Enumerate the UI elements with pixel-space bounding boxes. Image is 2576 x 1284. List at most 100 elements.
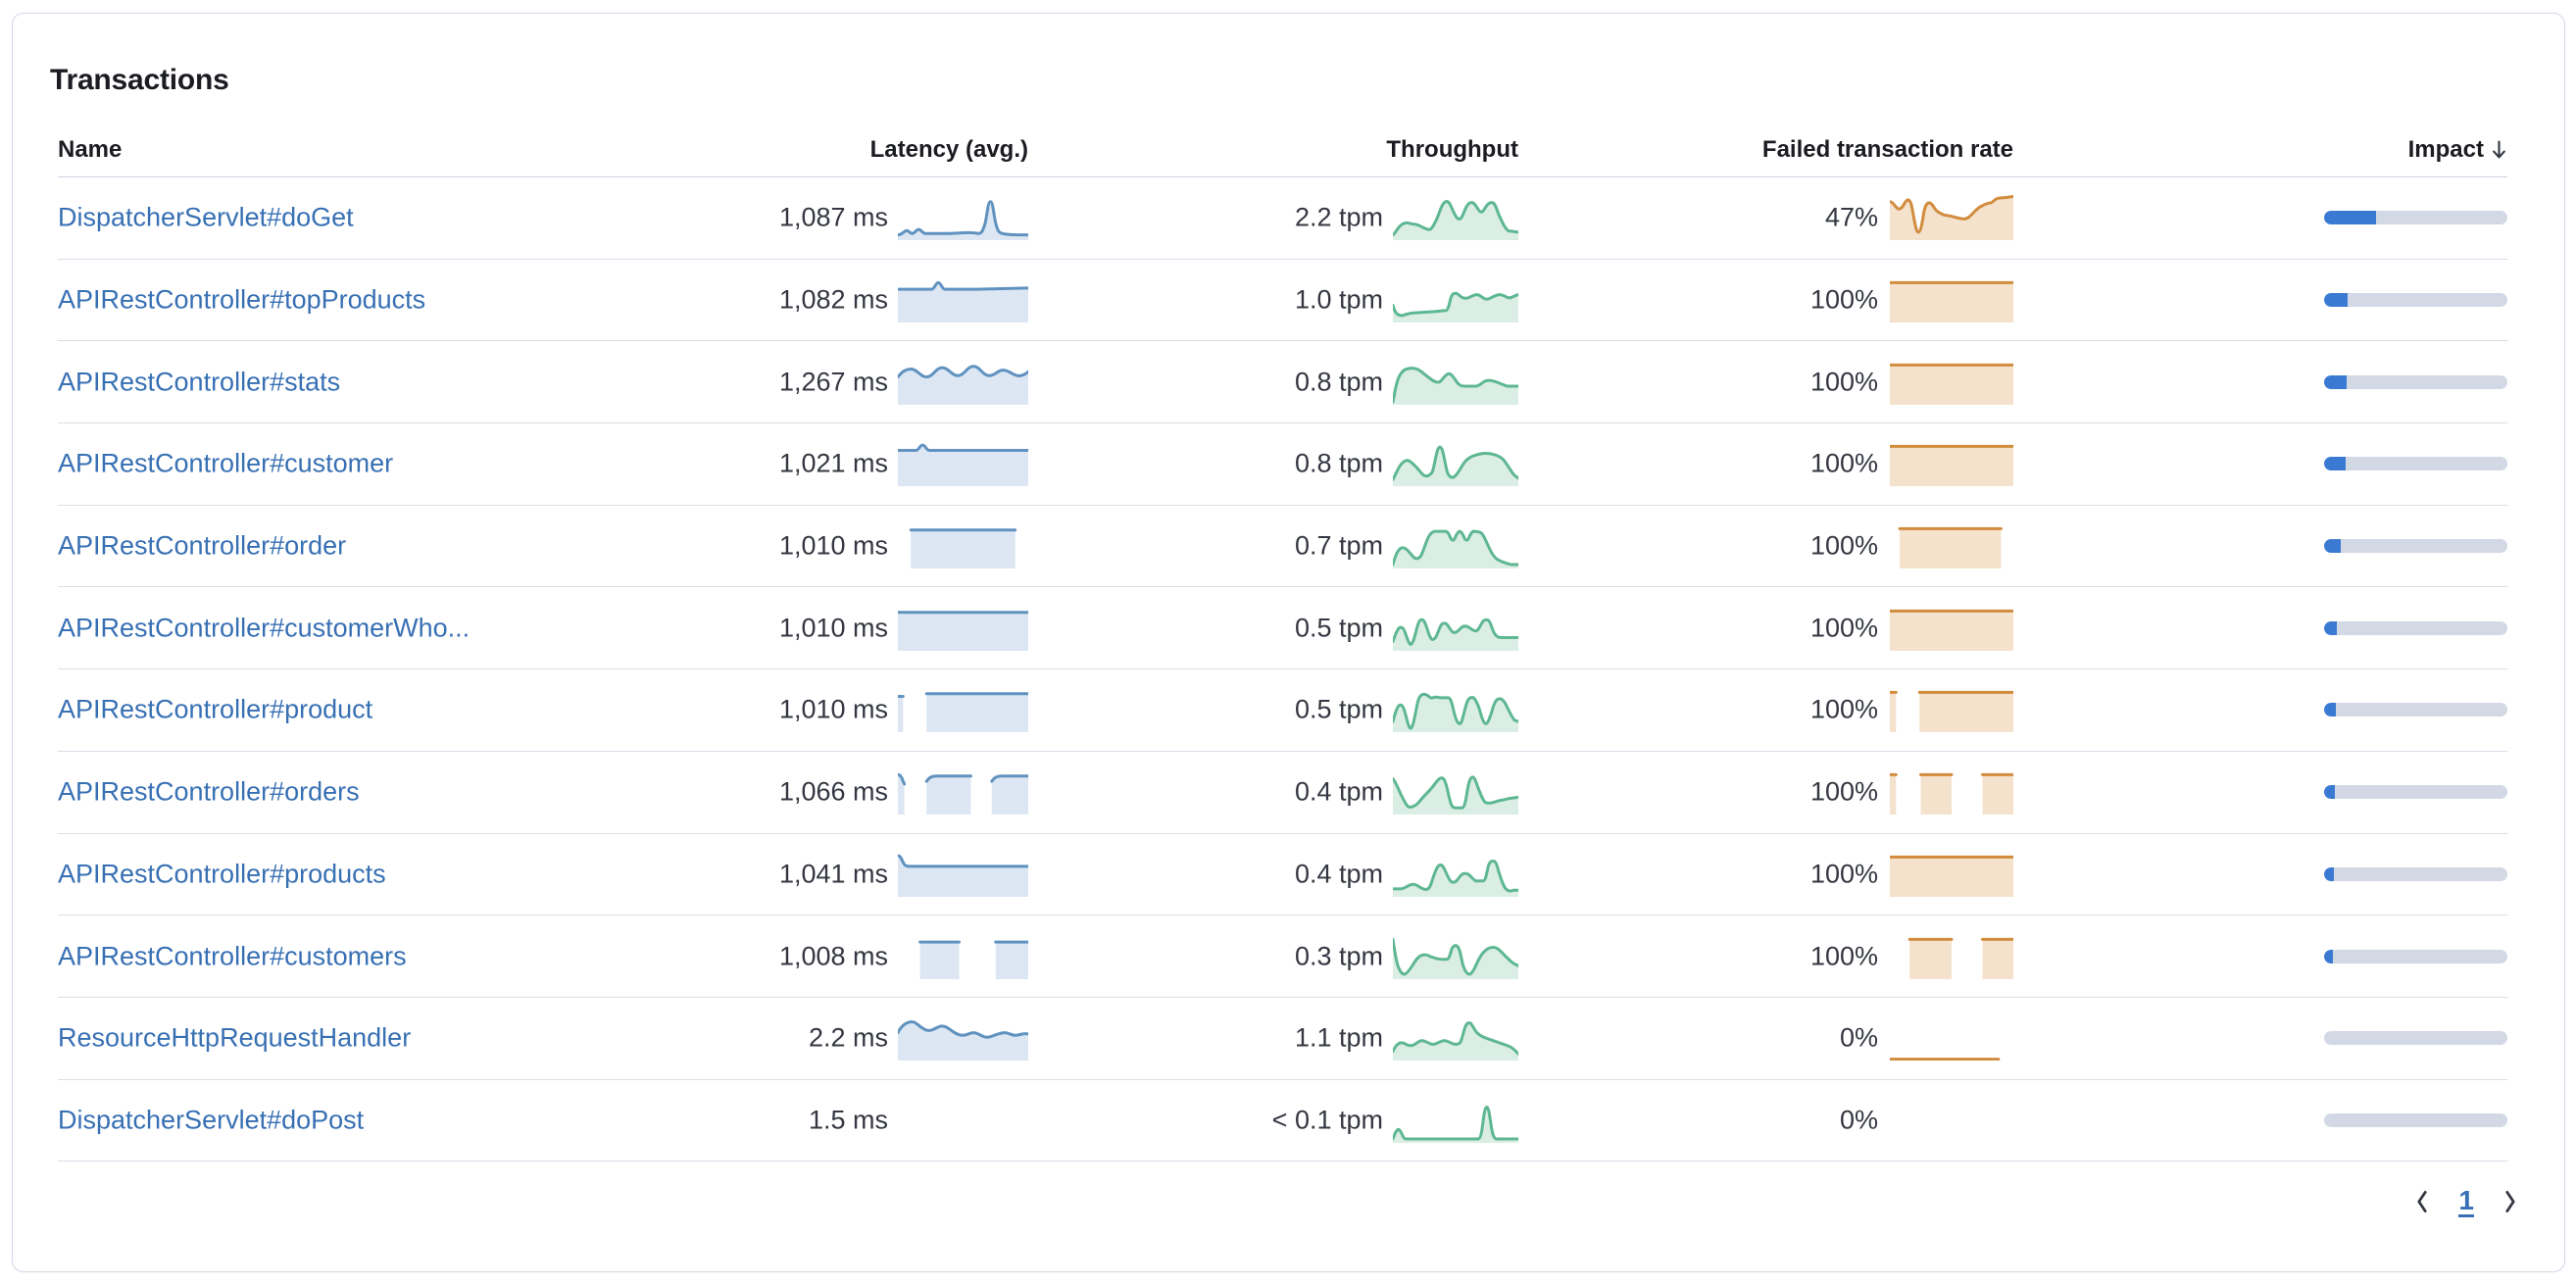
latency-sparkline	[898, 769, 1028, 815]
table-row: APIRestController#stats 1,267 ms 0.8 tpm…	[58, 341, 2507, 424]
table-row: APIRestController#customerWho... 1,010 m…	[58, 587, 2507, 670]
throughput-sparkline	[1393, 1015, 1518, 1062]
failed-rate-value: 0%	[1839, 1105, 1878, 1135]
latency-value: 1,008 ms	[778, 941, 888, 971]
failed-rate-sparkline	[1890, 277, 2013, 323]
column-header-latency[interactable]: Latency (avg.)	[869, 136, 1028, 163]
failed-rate-value: 100%	[1809, 859, 1878, 889]
column-header-throughput[interactable]: Throughput	[1386, 136, 1518, 163]
latency-sparkline	[898, 441, 1028, 487]
latency-sparkline	[898, 360, 1028, 405]
latency-sparkline	[898, 195, 1028, 241]
table-row: DispatcherServlet#doPost 1.5 ms < 0.1 tp…	[58, 1080, 2507, 1162]
throughput-value: 0.3 tpm	[1294, 941, 1383, 971]
throughput-value: 0.4 tpm	[1294, 776, 1383, 807]
throughput-value: 1.0 tpm	[1294, 284, 1383, 315]
transaction-name-link[interactable]: APIRestController#customerWho...	[58, 613, 471, 643]
latency-value: 1.5 ms	[808, 1105, 888, 1135]
impact-bar-fill	[2324, 457, 2346, 471]
transaction-name-link[interactable]: APIRestController#products	[58, 859, 386, 889]
throughput-value: 1.1 tpm	[1294, 1022, 1383, 1053]
table-row: APIRestController#customer 1,021 ms 0.8 …	[58, 423, 2507, 506]
latency-sparkline	[898, 852, 1028, 897]
latency-sparkline	[898, 606, 1028, 651]
impact-bar	[2324, 949, 2507, 963]
table-row: APIRestController#customers 1,008 ms 0.3…	[58, 915, 2507, 998]
failed-rate-sparkline	[1890, 441, 2013, 487]
failed-rate-value: 47%	[1824, 202, 1878, 232]
impact-bar-fill	[2324, 866, 2335, 881]
transaction-name-link[interactable]: APIRestController#customers	[58, 941, 407, 971]
table-body: DispatcherServlet#doGet 1,087 ms 2.2 tpm…	[58, 177, 2507, 1162]
latency-value: 1,021 ms	[778, 448, 888, 478]
impact-bar-fill	[2324, 620, 2338, 635]
pagination: 1	[2413, 1176, 2519, 1227]
latency-sparkline	[898, 523, 1028, 569]
latency-sparkline	[898, 687, 1028, 733]
failed-rate-sparkline	[1890, 769, 2013, 815]
throughput-value: 0.4 tpm	[1294, 859, 1383, 889]
impact-bar-fill	[2324, 374, 2348, 389]
failed-rate-value: 100%	[1809, 284, 1878, 315]
impact-bar	[2324, 703, 2507, 717]
latency-value: 1,041 ms	[778, 859, 888, 889]
failed-rate-sparkline	[1890, 360, 2013, 405]
throughput-value: < 0.1 tpm	[1271, 1105, 1383, 1135]
failed-rate-sparkline	[1890, 1098, 2013, 1143]
panel-title: Transactions	[50, 63, 229, 96]
transaction-name-link[interactable]: APIRestController#stats	[58, 367, 341, 397]
table-row: ResourceHttpRequestHandler 2.2 ms 1.1 tp…	[58, 998, 2507, 1080]
chevron-right-icon	[2502, 1187, 2519, 1216]
failed-rate-sparkline	[1890, 687, 2013, 733]
throughput-value: 0.5 tpm	[1294, 694, 1383, 724]
impact-bar-fill	[2324, 949, 2334, 963]
failed-rate-value: 100%	[1809, 694, 1878, 724]
table-row: APIRestController#order 1,010 ms 0.7 tpm…	[58, 506, 2507, 588]
impact-bar-fill	[2324, 539, 2341, 554]
failed-rate-value: 100%	[1809, 367, 1878, 397]
transaction-name-link[interactable]: DispatcherServlet#doGet	[58, 202, 354, 232]
latency-value: 1,066 ms	[778, 776, 888, 807]
latency-value: 1,010 ms	[778, 694, 888, 724]
transaction-name-link[interactable]: DispatcherServlet#doPost	[58, 1105, 365, 1135]
transaction-name-link[interactable]: APIRestController#topProducts	[58, 284, 426, 315]
impact-bar	[2324, 866, 2507, 881]
column-header-failed-rate[interactable]: Failed transaction rate	[1761, 136, 2013, 163]
failed-rate-sparkline	[1890, 606, 2013, 651]
impact-bar	[2324, 211, 2507, 225]
table-header-row: Name Latency (avg.) Throughput Failed tr…	[58, 123, 2507, 177]
column-header-impact-label: Impact	[2407, 136, 2484, 163]
impact-bar	[2324, 785, 2507, 800]
latency-value: 1,087 ms	[778, 202, 888, 232]
table-row: APIRestController#orders 1,066 ms 0.4 tp…	[58, 752, 2507, 834]
transactions-table: Name Latency (avg.) Throughput Failed tr…	[58, 123, 2507, 1162]
throughput-sparkline	[1393, 769, 1518, 815]
throughput-sparkline	[1393, 1098, 1518, 1143]
column-header-name[interactable]: Name	[58, 136, 123, 163]
next-page-button[interactable]	[2502, 1187, 2519, 1216]
transaction-name-link[interactable]: APIRestController#order	[58, 530, 347, 561]
previous-page-button[interactable]	[2413, 1187, 2431, 1216]
column-header-impact[interactable]: Impact	[2214, 136, 2507, 164]
failed-rate-value: 100%	[1809, 448, 1878, 478]
transaction-name-link[interactable]: APIRestController#orders	[58, 776, 360, 807]
throughput-value: 0.5 tpm	[1294, 613, 1383, 643]
page-number-link[interactable]: 1	[2458, 1185, 2474, 1218]
throughput-value: 0.8 tpm	[1294, 367, 1383, 397]
transaction-name-link[interactable]: APIRestController#product	[58, 694, 373, 724]
failed-rate-value: 100%	[1809, 530, 1878, 561]
transaction-name-link[interactable]: ResourceHttpRequestHandler	[58, 1022, 412, 1053]
transaction-name-link[interactable]: APIRestController#customer	[58, 448, 394, 478]
failed-rate-value: 100%	[1809, 776, 1878, 807]
throughput-value: 0.8 tpm	[1294, 448, 1383, 478]
impact-bar	[2324, 1031, 2507, 1046]
failed-rate-sparkline	[1890, 934, 2013, 979]
impact-bar-fill	[2324, 785, 2336, 800]
failed-rate-value: 100%	[1809, 613, 1878, 643]
latency-sparkline	[898, 277, 1028, 323]
failed-rate-sparkline	[1890, 195, 2013, 241]
throughput-sparkline	[1393, 852, 1518, 897]
latency-sparkline	[898, 1098, 1028, 1143]
latency-value: 2.2 ms	[808, 1022, 888, 1053]
sort-descending-icon	[2491, 139, 2507, 161]
